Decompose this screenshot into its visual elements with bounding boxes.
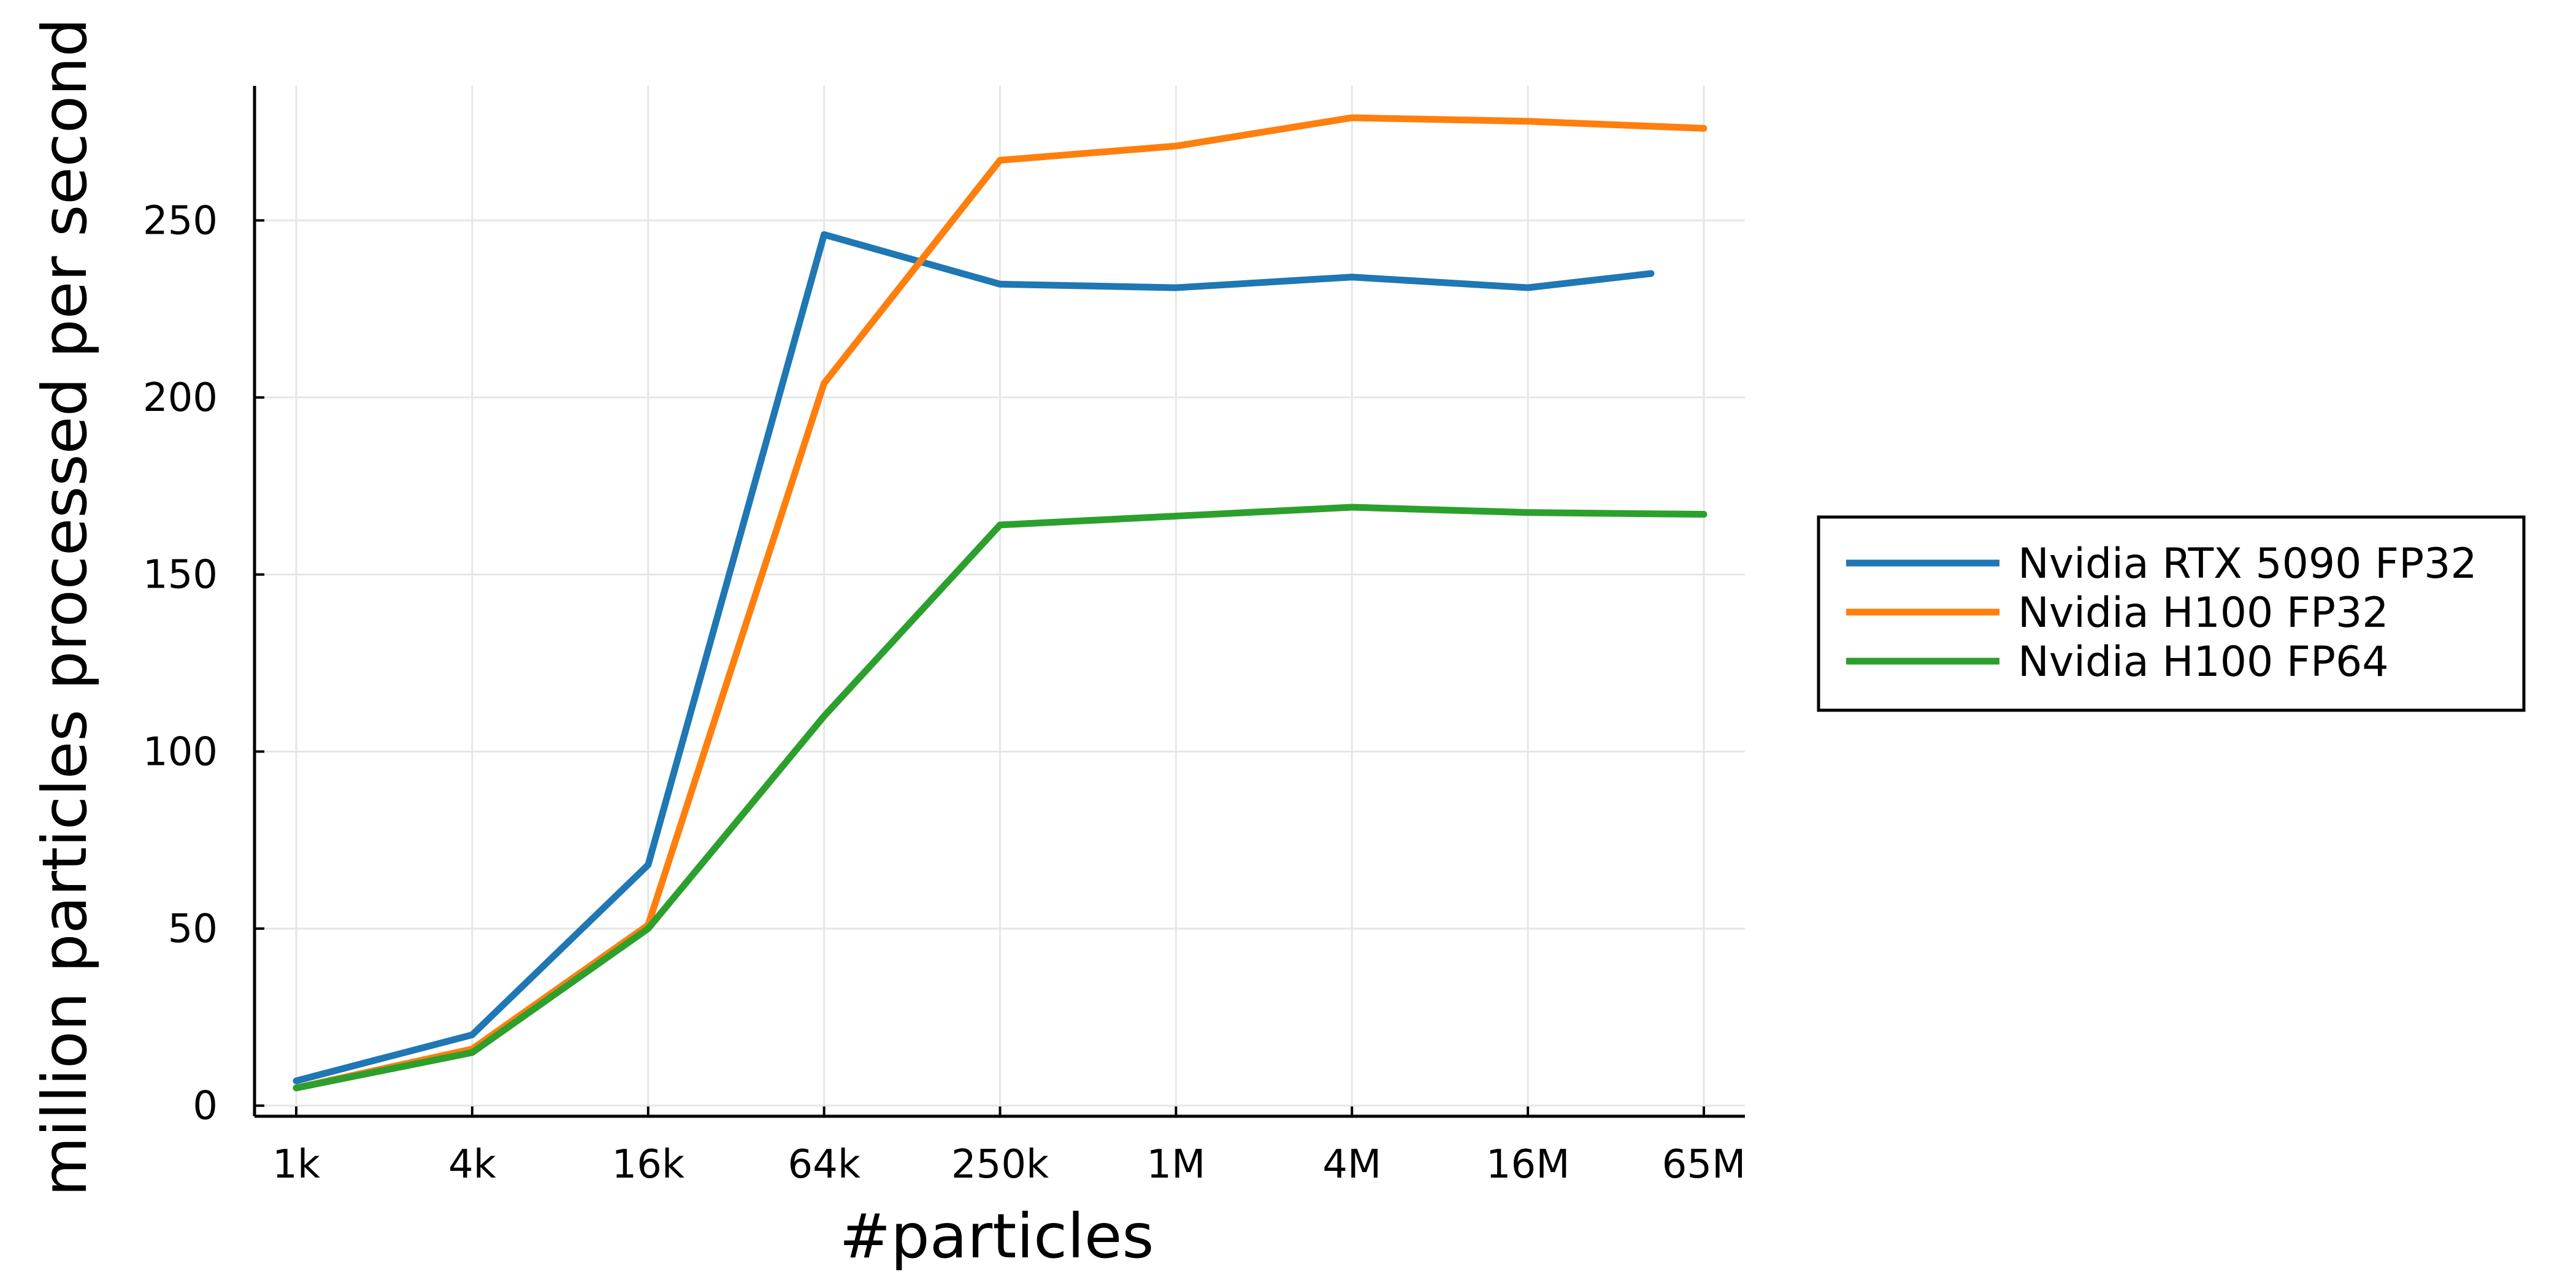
y-tick-label: 0 [193, 1084, 218, 1129]
x-tick-label: 1k [272, 1142, 320, 1187]
series-line-1 [293, 231, 1655, 1084]
x-tick-label: 16M [1486, 1142, 1570, 1187]
y-tick-label: 100 [143, 729, 218, 775]
x-axis-title: #particles [839, 1200, 1154, 1272]
x-tick-label: 1M [1146, 1142, 1205, 1187]
y-axis-title: million particles processed per second [29, 18, 101, 1197]
y-tick-label: 150 [143, 553, 218, 598]
y-tick-label: 250 [143, 198, 218, 243]
y-tick-label: 50 [168, 907, 218, 952]
x-tick-label: 4M [1322, 1142, 1381, 1187]
series-line-3 [293, 504, 1708, 1092]
x-tick-labels: 1k 4k 16k 64k 250k 1M 4M 16M 65M [272, 1142, 1746, 1187]
y-tick-labels: 0 50 100 150 200 250 [143, 198, 218, 1129]
x-tick-label: 16k [612, 1142, 685, 1187]
series-lines [293, 114, 1708, 1092]
axes [253, 86, 1745, 1118]
grid-lines [255, 86, 1745, 1116]
y-tick-label: 200 [143, 375, 218, 421]
legend-label-1: Nvidia RTX 5090 FP32 [2018, 540, 2477, 588]
x-tick-label: 64k [788, 1142, 861, 1187]
x-tick-label: 4k [448, 1142, 496, 1187]
legend-label-2: Nvidia H100 FP32 [2018, 589, 2389, 637]
x-tick-label: 65M [1662, 1142, 1746, 1187]
legend-label-3: Nvidia H100 FP64 [2018, 638, 2389, 686]
x-tick-label: 250k [951, 1142, 1049, 1187]
